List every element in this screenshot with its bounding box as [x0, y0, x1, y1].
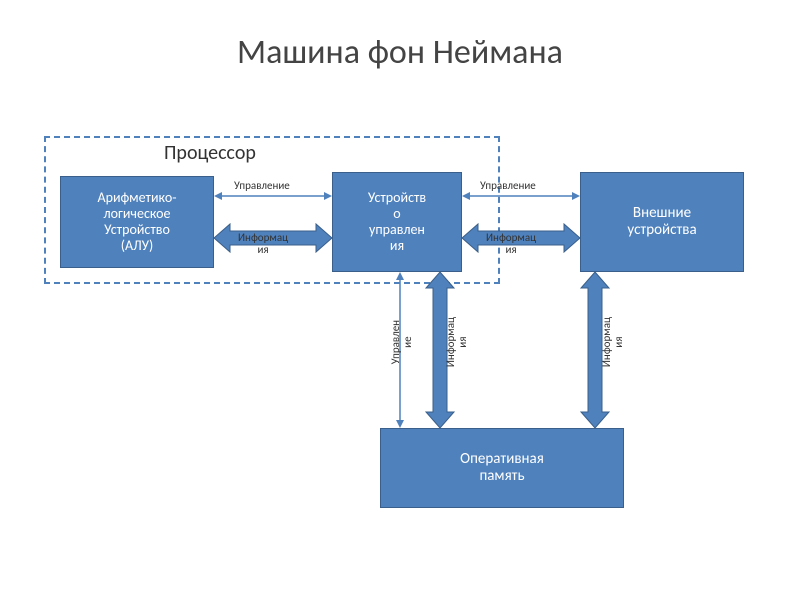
edge-label-cu-ext-info: Информац ия	[486, 232, 536, 256]
node-control-unit: Устройств о управлен ия	[332, 172, 462, 272]
edge-label-alu-cu-info: Информац ия	[238, 232, 288, 256]
edge-label-cu-ram-info: Информац ия	[445, 317, 469, 367]
node-alu: Арифметико- логическое Устройство (АЛУ)	[60, 176, 214, 268]
arrows-layer	[0, 0, 800, 600]
processor-label: Процессор	[164, 142, 256, 164]
edge-label-ext-ram-info: Информац ия	[601, 317, 625, 367]
edge-label-cu-ram-control: Управлен ие	[390, 320, 414, 364]
node-ram: Оперативная память	[380, 428, 624, 508]
edge-label-alu-cu-control: Управление	[234, 180, 290, 192]
edge-label-cu-ext-control: Управление	[480, 180, 536, 192]
page-title: Машина фон Неймана	[0, 32, 800, 73]
node-external-devices: Внешние устройства	[580, 172, 744, 272]
